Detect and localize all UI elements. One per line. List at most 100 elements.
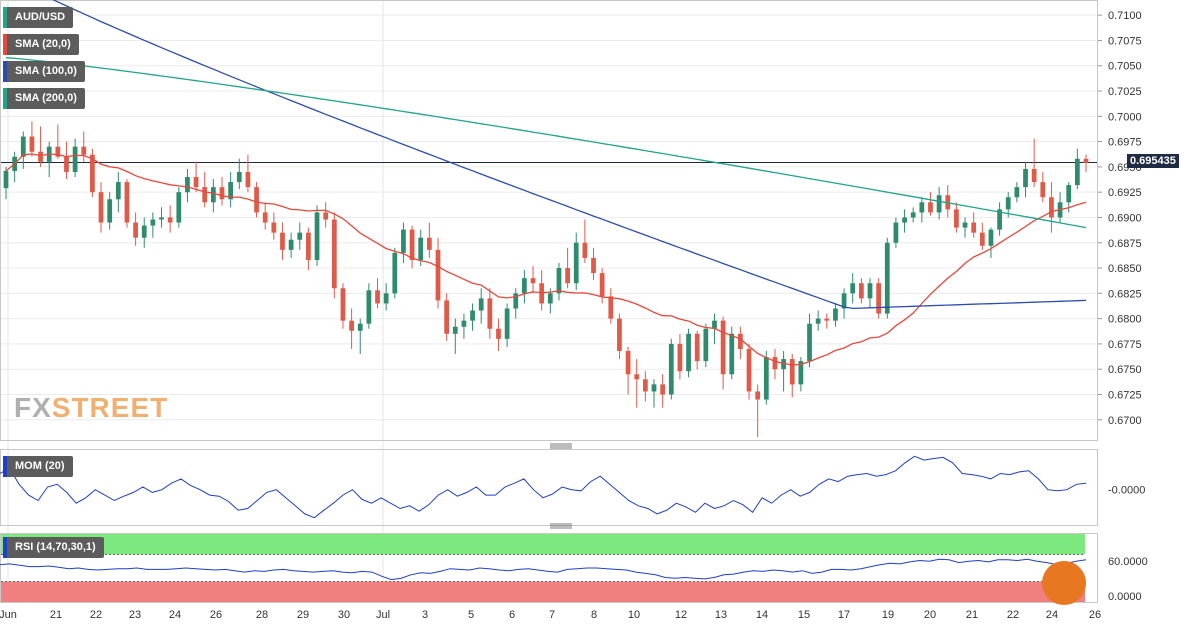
candle: [375, 278, 380, 309]
candle-body: [124, 182, 130, 223]
candle-body: [98, 192, 104, 223]
candle-body: [902, 217, 907, 223]
candle: [219, 177, 225, 206]
mom-series-line: [0, 455, 1087, 519]
candle-body: [262, 212, 268, 223]
candle: [185, 168, 190, 203]
y-tick-label: 0.6800: [1108, 314, 1142, 326]
candle: [815, 310, 821, 331]
candle-body: [755, 391, 761, 400]
candle-body: [115, 182, 121, 200]
candle: [694, 330, 700, 370]
candle-body: [418, 237, 424, 260]
candle: [496, 318, 501, 351]
candle: [781, 350, 786, 392]
candle-body: [1040, 182, 1046, 198]
x-tick-label: 5: [468, 609, 474, 621]
candle: [478, 288, 484, 324]
candle-body: [634, 374, 640, 380]
candle: [167, 205, 173, 233]
candle: [556, 262, 562, 301]
panel-resize-handle[interactable]: [550, 523, 572, 529]
candle-body: [513, 293, 519, 309]
candle-body: [375, 290, 380, 304]
y-tick-label: 0.6725: [1108, 389, 1142, 401]
candle: [314, 205, 320, 267]
y-tick-label: 0.6825: [1108, 288, 1142, 300]
candle-body: [409, 229, 415, 260]
candle-body: [401, 229, 406, 253]
y-tick-label: 0.6900: [1108, 212, 1142, 224]
candle: [90, 148, 95, 198]
candle-body: [841, 293, 847, 309]
candle: [331, 212, 337, 299]
candle: [426, 222, 432, 258]
candle-body: [807, 323, 812, 362]
candle-body: [55, 146, 61, 157]
candle-body: [72, 146, 78, 172]
candle-body: [306, 232, 311, 260]
candle-body: [357, 323, 363, 331]
legend-symbol[interactable]: AUD/USD: [3, 7, 74, 28]
candle-body: [280, 232, 285, 250]
panel-resize-handle[interactable]: [550, 443, 572, 449]
candle: [651, 379, 657, 408]
candle: [824, 313, 830, 329]
candle-body: [323, 212, 329, 220]
rsi-tick-label: 60.0000: [1108, 556, 1148, 568]
candle-body: [971, 222, 977, 233]
y-tick-label: 0.7000: [1108, 111, 1142, 123]
candle-body: [893, 222, 899, 243]
candle-body: [340, 288, 346, 321]
candle-body: [867, 283, 873, 299]
candle-body: [997, 209, 1002, 230]
candle-body: [478, 298, 484, 311]
candle-body: [487, 298, 493, 329]
candle: [617, 313, 622, 360]
candle-body: [185, 177, 190, 193]
candle: [141, 217, 147, 248]
candle-body: [90, 154, 95, 193]
x-tick-label: 10: [628, 609, 640, 621]
candle-body: [64, 156, 69, 172]
candle: [20, 131, 26, 169]
candle-body: [988, 229, 994, 246]
candle-body: [582, 242, 588, 258]
cngold-watermark: [1038, 557, 1188, 623]
candle: [1023, 161, 1028, 198]
rsi-zones: [1, 534, 1085, 602]
sma-20-line: [5, 153, 1087, 366]
candle-body: [738, 333, 743, 349]
candle-body: [29, 136, 35, 152]
candle: [409, 225, 415, 269]
candle: [81, 131, 87, 162]
y-tick-label: 0.6700: [1108, 415, 1142, 427]
sma100-swatch: [3, 61, 7, 82]
legend-rsi[interactable]: RSI (14,70,30,1): [3, 537, 104, 558]
legend-sma100[interactable]: SMA (100,0): [3, 61, 85, 82]
candle-body: [366, 290, 372, 324]
candle-body: [625, 350, 631, 375]
x-tick-label: 23: [129, 609, 141, 621]
candle: [876, 278, 882, 319]
legend-sma20[interactable]: SMA (20,0): [3, 34, 79, 55]
candle: [910, 207, 916, 223]
candle-body: [228, 182, 234, 200]
candle-body: [1066, 185, 1072, 203]
candle: [789, 354, 795, 398]
candle: [228, 171, 234, 208]
candle: [435, 237, 441, 309]
candle-body: [288, 239, 294, 250]
legend-sma200[interactable]: SMA (200,0): [3, 88, 85, 109]
candle: [642, 371, 648, 402]
sma-lines: [5, 0, 1087, 366]
panel-borders: [0, 0, 1098, 603]
candle: [591, 247, 596, 281]
legend-sma200-label: SMA (200,0): [15, 92, 77, 104]
legend-mom[interactable]: MOM (20): [3, 456, 73, 477]
candle-body: [271, 222, 277, 233]
candle: [150, 212, 156, 238]
candle-body: [522, 278, 527, 294]
candle: [522, 270, 527, 304]
candle: [962, 217, 968, 238]
